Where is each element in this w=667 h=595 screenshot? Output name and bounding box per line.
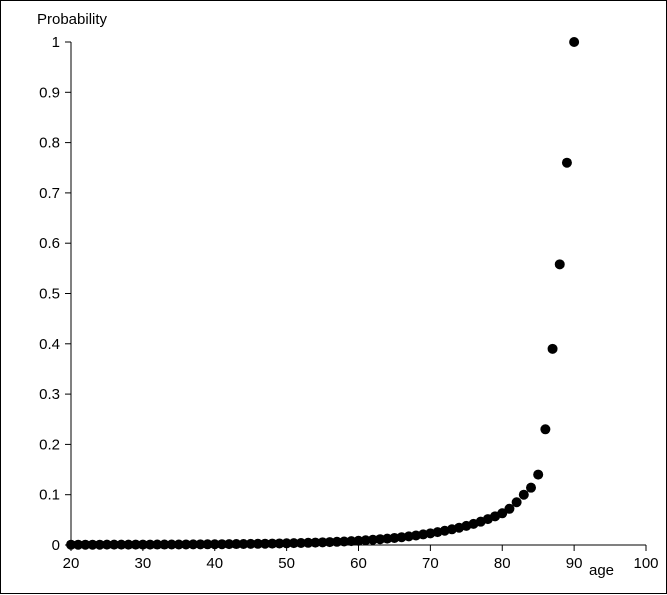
data-point — [382, 533, 393, 544]
data-point — [94, 539, 105, 550]
x-tick-label: 50 — [278, 555, 295, 572]
x-tick-label: 80 — [494, 555, 511, 572]
data-point — [533, 469, 544, 480]
data-point — [324, 537, 335, 548]
y-ticks: 0 0.1 0.2 0.3 0.4 0.5 0.6 0.7 0.8 0.9 1 — [39, 34, 71, 554]
data-point — [310, 537, 321, 548]
data-points — [66, 37, 580, 550]
data-point — [360, 535, 371, 546]
data-point — [231, 539, 242, 550]
y-tick-label: 0.2 — [39, 436, 60, 453]
y-tick-label: 0.6 — [39, 235, 60, 252]
x-tick-label: 40 — [206, 555, 223, 572]
y-tick-label: 0 — [52, 537, 60, 554]
data-point — [274, 538, 285, 549]
y-tick-label: 0.7 — [39, 185, 60, 202]
data-point — [224, 539, 235, 550]
x-axis-label: age — [589, 562, 614, 579]
data-point — [252, 538, 263, 549]
x-tick-label: 70 — [422, 555, 439, 572]
data-point — [303, 537, 314, 548]
data-point — [152, 539, 163, 550]
data-point — [166, 539, 177, 550]
y-tick-label: 0.5 — [39, 286, 60, 303]
data-point — [101, 539, 112, 550]
data-point — [526, 482, 536, 493]
y-tick-label: 0.8 — [39, 135, 60, 152]
data-point — [137, 539, 148, 550]
y-tick-label: 0.4 — [39, 336, 60, 353]
data-point — [288, 538, 299, 549]
data-point — [159, 539, 170, 550]
data-point — [73, 539, 84, 550]
data-point — [367, 534, 378, 545]
data-point — [353, 535, 364, 546]
y-tick-label: 1 — [52, 34, 60, 51]
data-point — [216, 539, 227, 550]
data-point — [130, 539, 141, 550]
data-point — [504, 503, 515, 514]
data-point — [123, 539, 134, 550]
data-point — [245, 538, 256, 549]
data-point — [188, 539, 199, 550]
data-point — [547, 343, 558, 354]
axes — [70, 42, 646, 546]
data-point — [375, 534, 386, 545]
data-point — [66, 539, 76, 550]
x-tick-label: 30 — [135, 555, 152, 572]
data-point — [209, 539, 220, 550]
data-point — [346, 536, 357, 547]
data-point — [561, 157, 572, 168]
data-point — [238, 538, 249, 549]
data-point — [173, 539, 184, 550]
data-point — [317, 537, 328, 548]
data-point — [540, 424, 551, 435]
data-point — [195, 539, 206, 550]
y-tick-label: 0.9 — [39, 84, 60, 101]
data-point — [80, 539, 91, 550]
data-point — [181, 539, 191, 550]
data-point — [511, 497, 522, 508]
x-tick-label: 20 — [63, 555, 80, 572]
data-point — [87, 539, 98, 550]
data-point — [145, 539, 156, 550]
data-point — [554, 259, 565, 270]
x-tick-label: 60 — [350, 555, 367, 572]
data-point — [267, 538, 278, 549]
x-tick-label: 90 — [566, 555, 583, 572]
data-point — [389, 532, 400, 543]
x-ticks: 20 30 40 50 60 70 80 90 100 — [63, 545, 659, 572]
y-tick-label: 0.1 — [39, 487, 60, 504]
y-tick-label: 0.3 — [39, 386, 60, 403]
data-point — [109, 539, 120, 550]
data-point — [260, 538, 271, 549]
y-axis-label: Probability — [37, 11, 108, 28]
data-point — [569, 37, 580, 47]
data-point — [331, 536, 342, 547]
data-point — [116, 539, 127, 550]
data-point — [339, 536, 350, 547]
data-point — [518, 489, 529, 500]
x-tick-label: 100 — [633, 555, 658, 572]
data-point — [281, 538, 292, 549]
data-point — [296, 537, 306, 548]
data-point — [202, 539, 213, 550]
data-point — [497, 508, 508, 519]
